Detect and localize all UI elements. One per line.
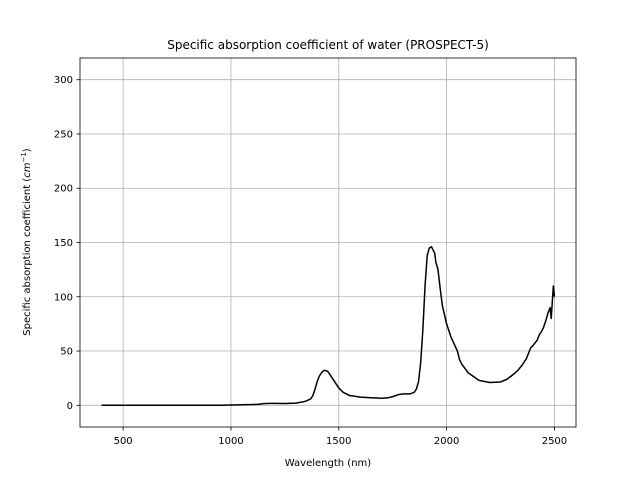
x-tick-label: 1500 xyxy=(326,436,351,447)
chart-title: Specific absorption coefficient of water… xyxy=(167,38,489,52)
y-axis-label-unit: cm xyxy=(22,162,33,177)
y-tick-label: 100 xyxy=(54,292,73,303)
y-tick-label: 200 xyxy=(54,184,73,195)
y-tick-label: 50 xyxy=(60,347,73,358)
y-tick-label: 300 xyxy=(54,75,73,86)
x-tick-label: 1000 xyxy=(218,436,243,447)
y-axis-ticks: 0 50 100 150 200 250 300 xyxy=(54,75,80,412)
y-tick-label: 0 xyxy=(67,401,73,412)
x-tick-label: 500 xyxy=(114,436,133,447)
series-group xyxy=(101,246,556,407)
y-tick-label: 250 xyxy=(54,129,73,140)
y-tick-label: 150 xyxy=(54,238,73,249)
y-axis-label: Specific absorption coefficient (cm−1) xyxy=(20,148,33,335)
y-axis-label-main: Specific absorption coefficient ( xyxy=(22,178,33,336)
series-line-absorption xyxy=(101,246,556,407)
x-tick-label: 2500 xyxy=(542,436,567,447)
x-tick-label: 2000 xyxy=(434,436,459,447)
y-axis-label-exponent: −1 xyxy=(20,152,28,162)
x-axis-ticks: 500 1000 1500 2000 2500 xyxy=(114,427,567,447)
y-axis-label-close: ) xyxy=(22,148,33,152)
x-axis-label: Wavelength (nm) xyxy=(285,458,371,469)
